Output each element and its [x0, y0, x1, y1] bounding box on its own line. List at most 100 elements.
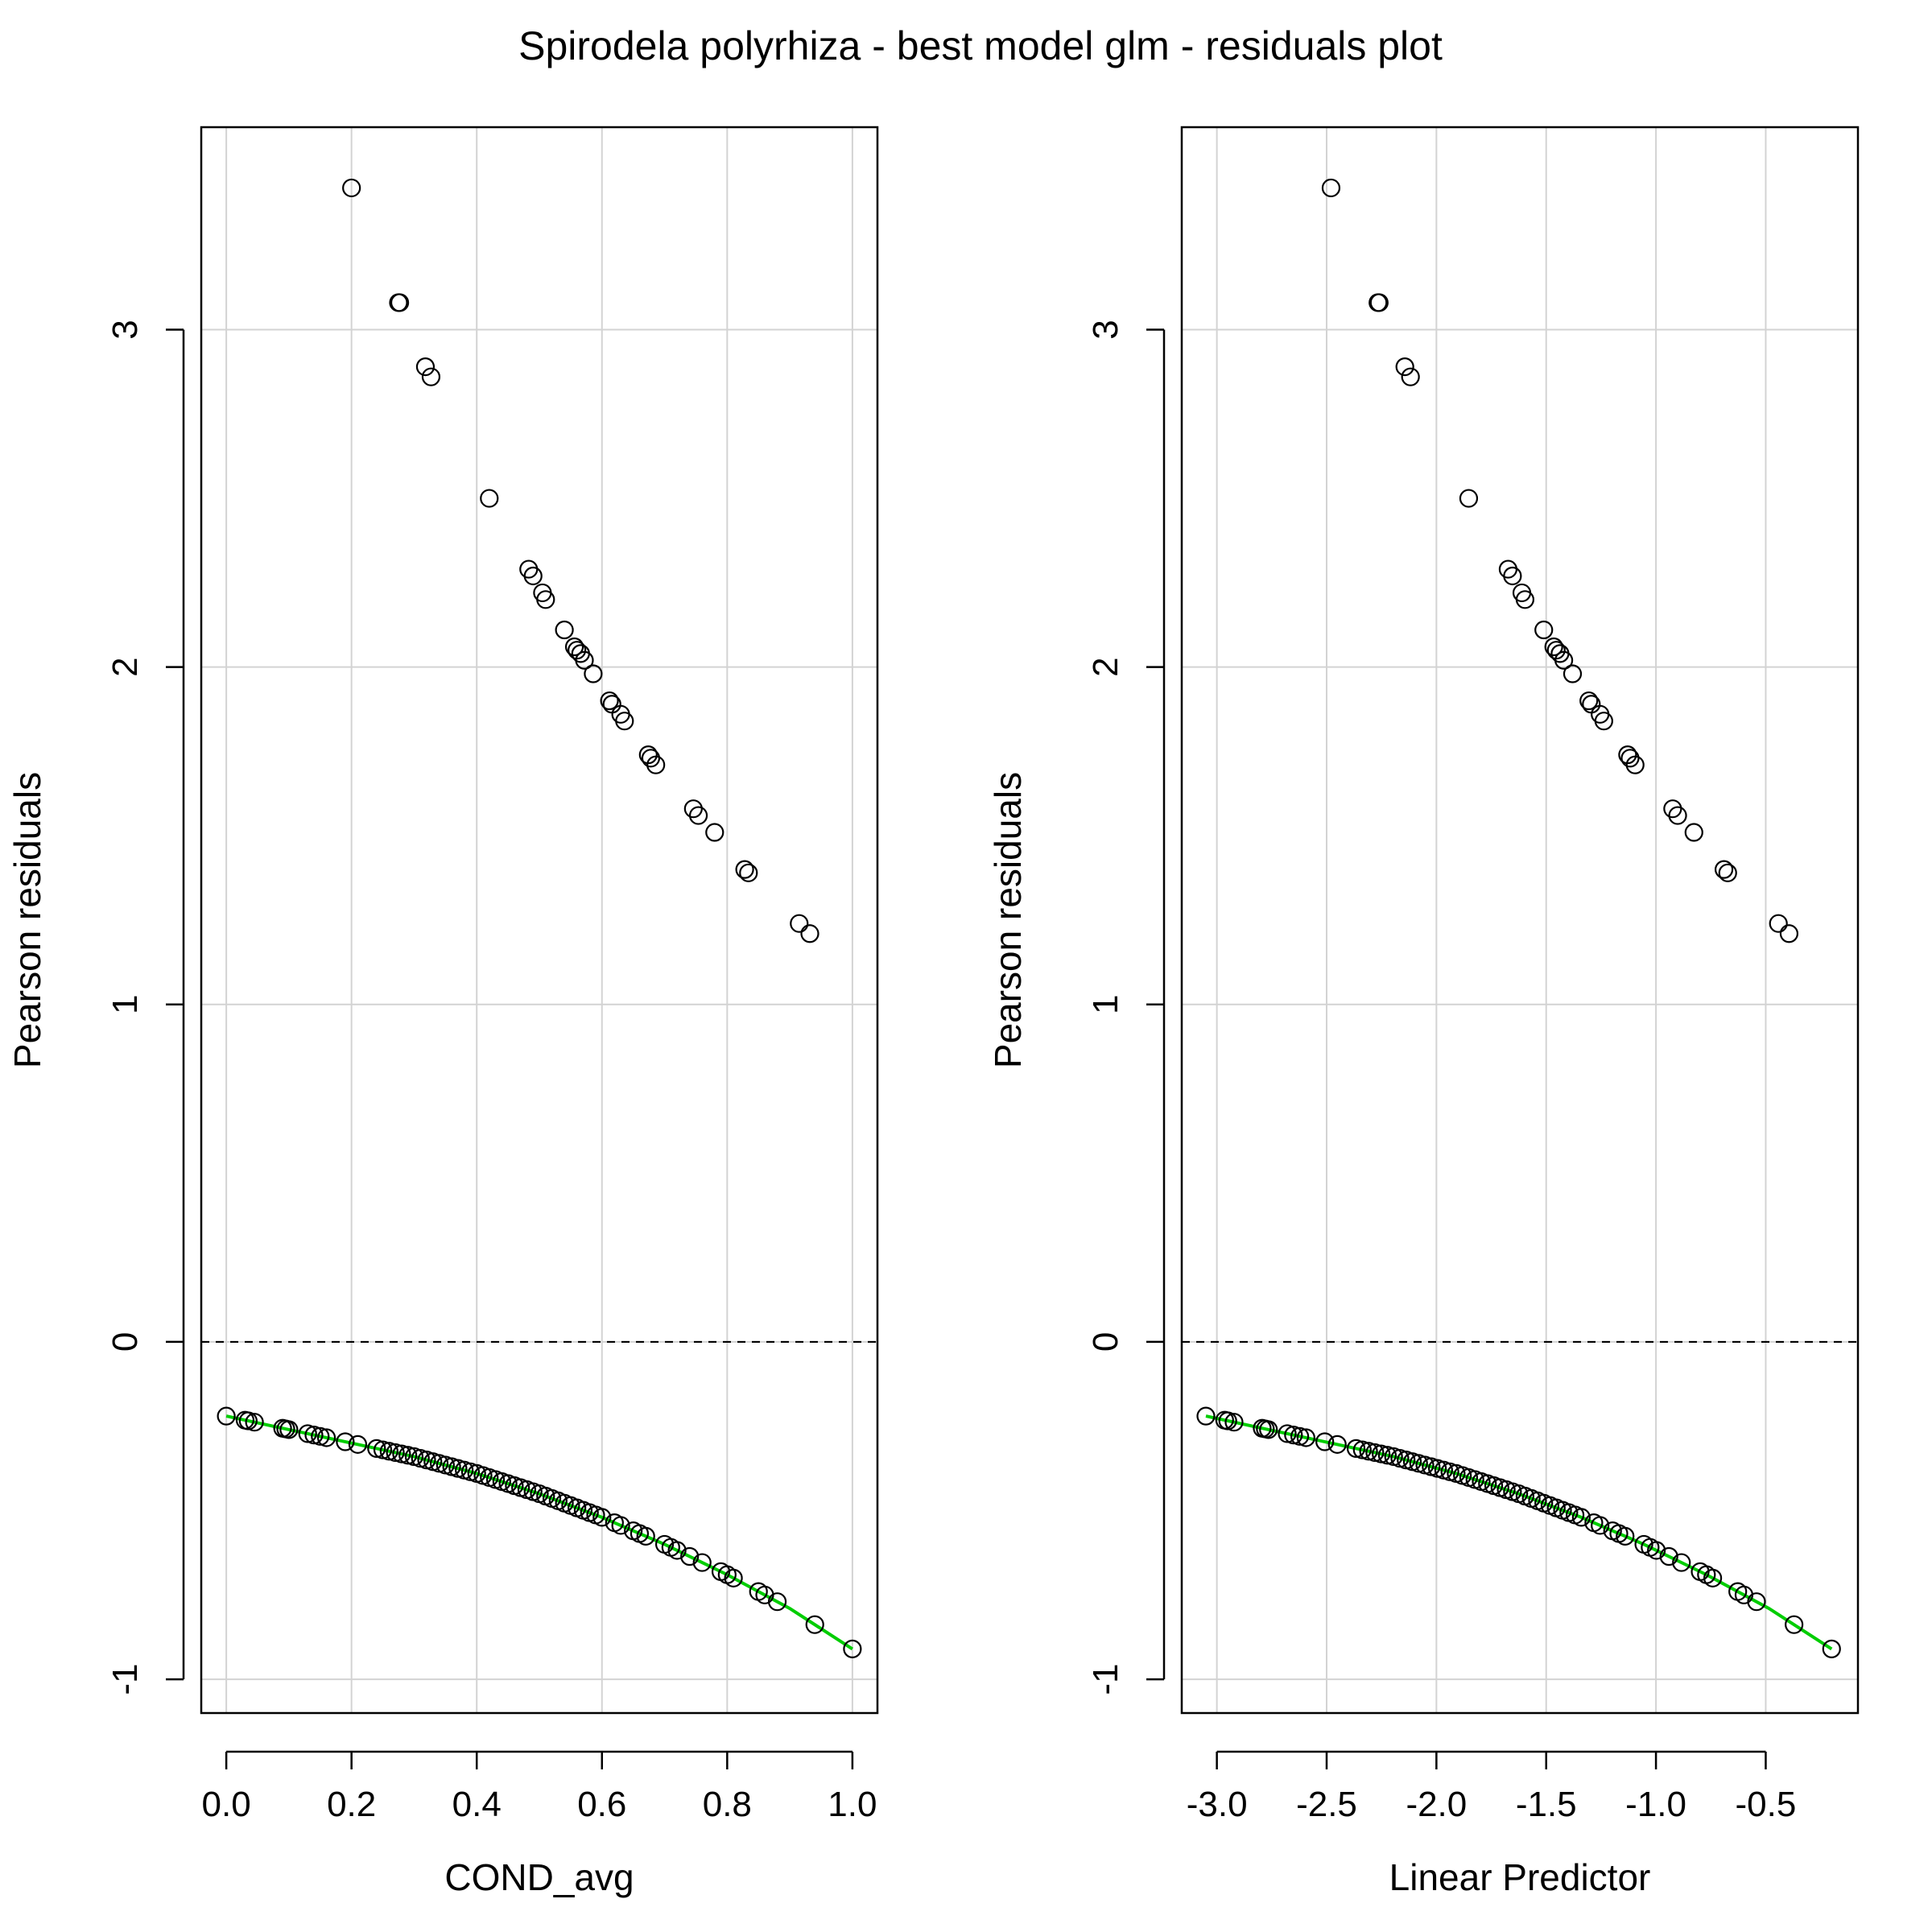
- x-tick-label: -2.0: [1406, 1785, 1467, 1824]
- residual-point: [480, 489, 499, 508]
- residual-point: [386, 1443, 405, 1463]
- residual-point: [646, 755, 666, 774]
- left-panel-cond-avg: 0.0 0.2 0.4 0.6 0.8 1.0 -1 0 1 2 3 COND_avg Pearson …: [6, 126, 879, 1898]
- x-tick-label: 0.4: [452, 1785, 502, 1824]
- y-tick-label: -1: [105, 1664, 145, 1695]
- residual-point: [1554, 650, 1574, 670]
- y-tick-label: 3: [105, 320, 145, 339]
- residual-point: [790, 914, 809, 933]
- x-tick-label: -0.5: [1736, 1785, 1797, 1824]
- residual-point: [592, 1508, 612, 1527]
- residual-point: [1259, 1420, 1278, 1439]
- residual-point: [1346, 1439, 1366, 1458]
- residual-point: [1196, 1406, 1216, 1426]
- residual-point: [1591, 1516, 1610, 1535]
- residual-point: [1616, 1526, 1635, 1546]
- residual-point: [311, 1426, 330, 1446]
- x-axis-title: Linear Predictor: [1389, 1856, 1651, 1898]
- residual-point: [667, 1541, 687, 1560]
- x-tick-label: 0.0: [202, 1785, 251, 1824]
- residual-point: [392, 1444, 411, 1463]
- x-tick-label: -2.5: [1296, 1785, 1357, 1824]
- residual-point: [1822, 1639, 1841, 1658]
- residual-point: [1372, 1444, 1391, 1463]
- residual-point: [1369, 293, 1389, 312]
- residual-point: [1594, 712, 1613, 731]
- right-panel-linear-predictor: -3.0 -2.5 -2.0 -1.5 -1.0 -0.5 -1 0 1 2 3 Linear Pre…: [987, 126, 1860, 1898]
- residual-point: [1290, 1426, 1310, 1446]
- residual-point: [1747, 1592, 1766, 1612]
- residual-point: [523, 566, 543, 586]
- residual-point: [705, 823, 724, 842]
- residual-point: [373, 1440, 393, 1459]
- residual-point: [217, 1406, 236, 1426]
- x-tick-label: 1.0: [828, 1785, 877, 1824]
- residual-point: [641, 749, 661, 768]
- y-tick-label: 0: [1086, 1332, 1125, 1352]
- residual-point: [805, 1615, 824, 1634]
- residual-point: [367, 1439, 386, 1458]
- residual-point: [238, 1411, 258, 1430]
- residual-point: [1659, 1546, 1678, 1567]
- residual-point: [316, 1428, 336, 1447]
- y-tick-label: 0: [105, 1332, 145, 1352]
- residual-point: [1359, 1442, 1378, 1461]
- x-tick-label: 0.2: [327, 1785, 376, 1824]
- residual-point: [1785, 1615, 1804, 1634]
- y-tick-label: 1: [1086, 995, 1125, 1014]
- residual-point: [1327, 1435, 1347, 1454]
- residual-point: [348, 1435, 368, 1454]
- x-tick-label: 0.6: [577, 1785, 626, 1824]
- residual-point: [767, 1592, 787, 1612]
- residual-point: [555, 620, 574, 640]
- residual-point: [1714, 860, 1734, 879]
- x-tick-label: -1.5: [1516, 1785, 1577, 1824]
- residual-point: [1278, 1424, 1297, 1443]
- residual-point: [680, 1546, 700, 1567]
- residual-point: [415, 357, 436, 377]
- residual-point: [683, 799, 703, 819]
- residual-point: [688, 806, 708, 825]
- residual-point: [800, 924, 819, 943]
- smoother-line: [225, 1414, 853, 1651]
- residual-point: [611, 1516, 630, 1535]
- residual-point: [245, 1413, 264, 1432]
- residual-point: [1563, 664, 1583, 683]
- y-tick-label: -1: [1086, 1664, 1125, 1695]
- residual-point: [1571, 1508, 1591, 1527]
- residual-point: [1672, 1553, 1691, 1572]
- y-tick-label: 2: [1086, 657, 1125, 676]
- residual-point: [342, 178, 361, 198]
- residual-point: [615, 712, 634, 731]
- residual-point: [735, 860, 754, 879]
- residual-point: [564, 637, 584, 657]
- residual-point: [390, 293, 410, 312]
- residual-point: [1365, 1443, 1385, 1463]
- y-tick-label: 2: [105, 657, 145, 676]
- y-axis-title: Pearson residuals: [987, 772, 1029, 1068]
- y-tick-label: 1: [105, 995, 145, 1014]
- residual-point: [1377, 1446, 1397, 1465]
- residual-point: [1284, 1426, 1303, 1445]
- y-tick-label: 3: [1086, 320, 1125, 339]
- smoother-line: [1205, 1414, 1833, 1651]
- residual-point: [421, 367, 441, 386]
- residual-point: [1684, 823, 1703, 842]
- x-tick-label: -3.0: [1187, 1785, 1248, 1824]
- plot-frame: [1180, 126, 1860, 1715]
- residual-point: [575, 650, 594, 670]
- residual-point: [1395, 357, 1414, 377]
- residual-point: [1625, 755, 1645, 774]
- residual-point: [584, 664, 603, 683]
- residual-point: [1296, 1428, 1315, 1447]
- residual-point: [1401, 367, 1420, 386]
- residual-point: [1515, 590, 1535, 609]
- residual-point: [600, 691, 619, 711]
- figure-title: Spirodela polyrhiza - best model glm - r…: [518, 23, 1443, 68]
- x-tick-label: 0.8: [703, 1785, 752, 1824]
- residual-point: [1459, 489, 1479, 508]
- residual-point: [1620, 749, 1640, 768]
- residual-point: [1769, 914, 1788, 933]
- residual-point: [536, 590, 555, 609]
